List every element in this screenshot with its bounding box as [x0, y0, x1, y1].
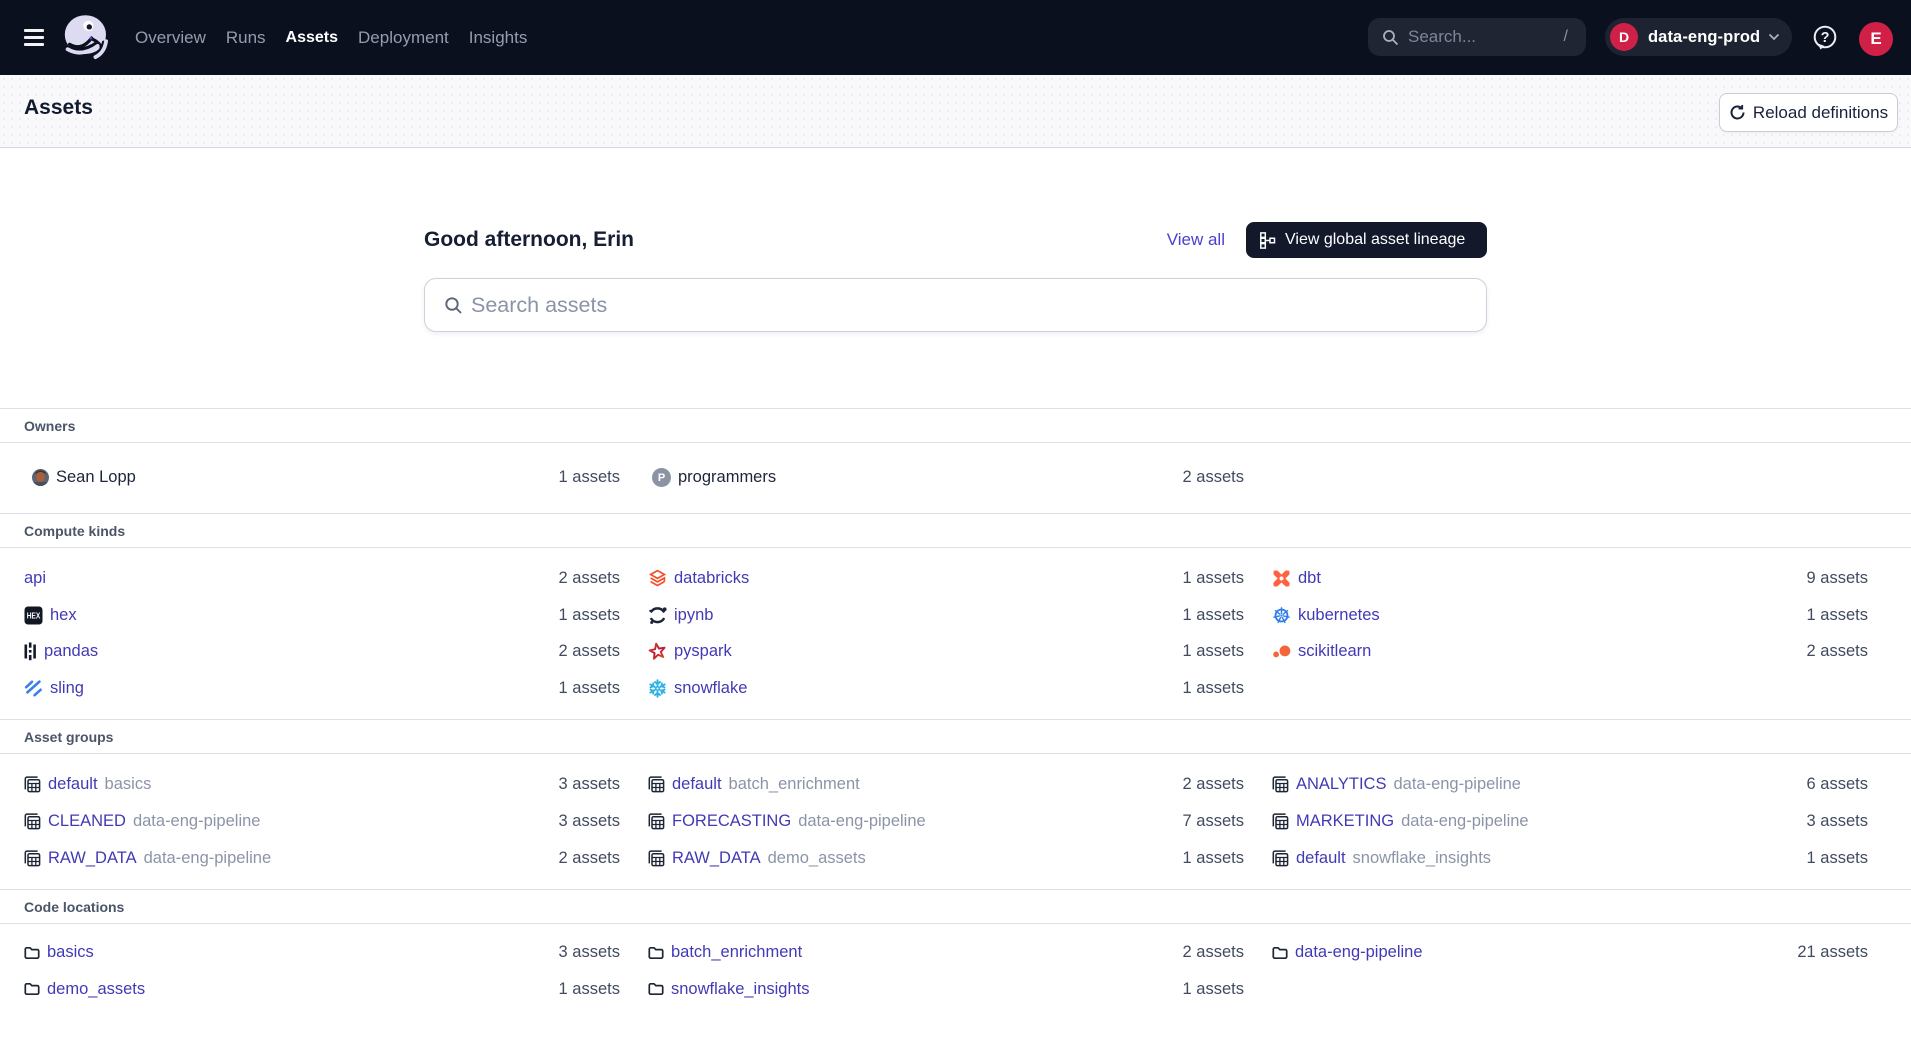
svg-text:HEX: HEX	[27, 611, 41, 620]
svg-text:?: ?	[1821, 30, 1830, 46]
